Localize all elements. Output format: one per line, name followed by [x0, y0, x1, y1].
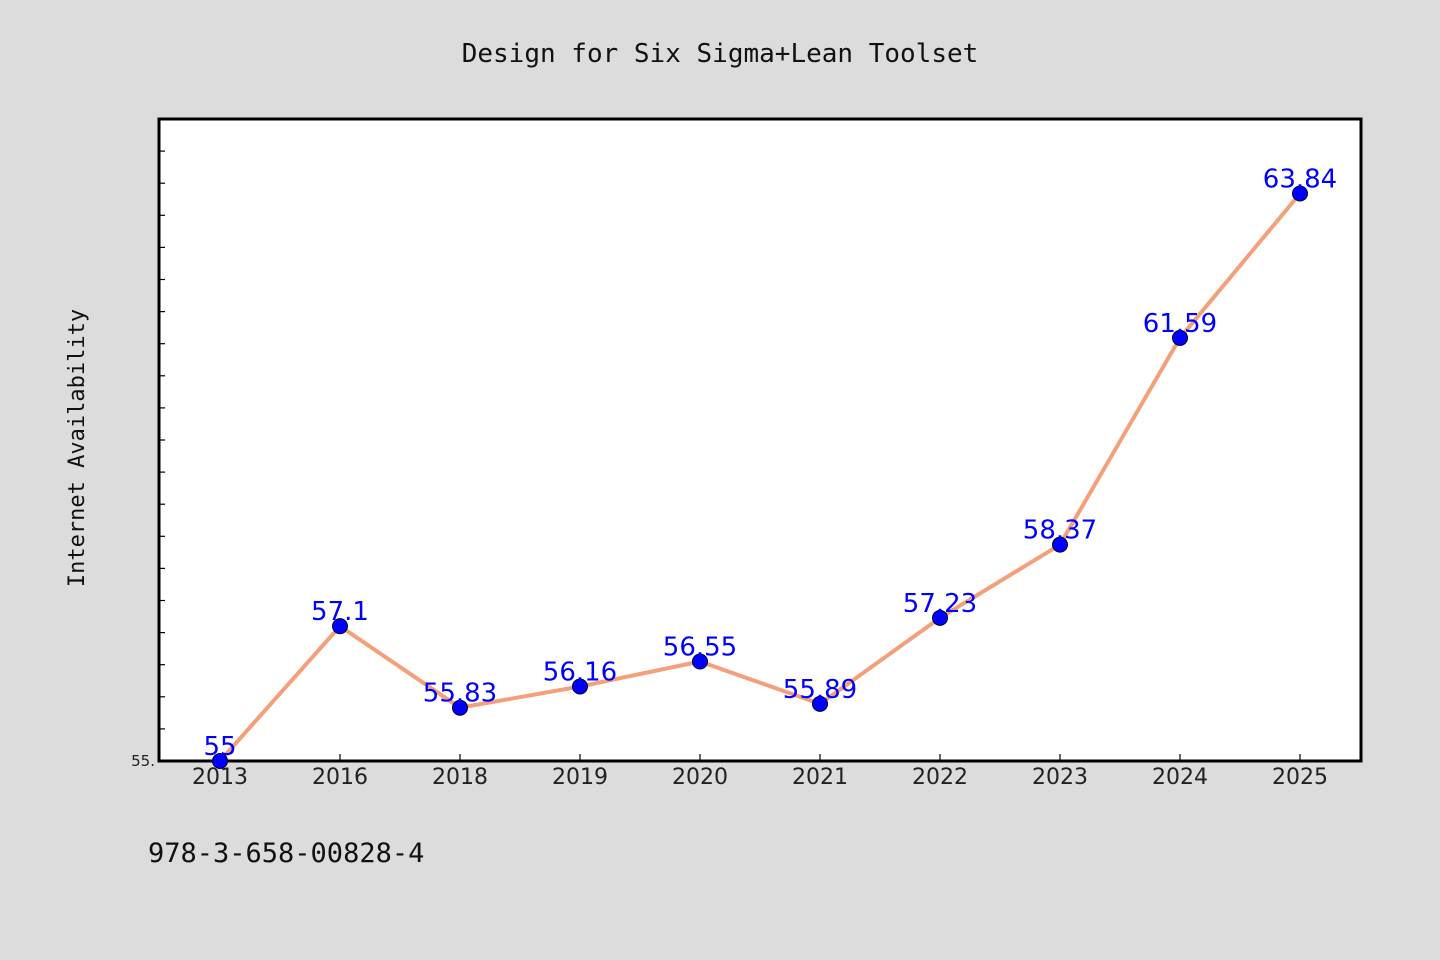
- x-tick-label: 2020: [672, 765, 728, 790]
- data-point-marker: [1052, 536, 1068, 553]
- y-axis-ticks: 55.: [131, 150, 165, 770]
- data-label: 57.1: [311, 597, 369, 627]
- x-tick-label: 2013: [192, 765, 248, 790]
- data-point-marker: [812, 695, 828, 712]
- x-tick-label: 2019: [552, 765, 608, 790]
- x-tick-label: 2022: [912, 765, 968, 790]
- x-tick-label: 2023: [1032, 765, 1088, 790]
- x-tick-label: 2016: [312, 765, 368, 790]
- data-label: 55: [203, 732, 236, 762]
- data-label: 61.59: [1143, 309, 1217, 339]
- x-tick-label: 2025: [1272, 765, 1328, 790]
- data-point-marker: [572, 678, 588, 695]
- data-label: 55.89: [783, 675, 857, 705]
- data-label: 56.16: [543, 658, 617, 688]
- x-axis-ticks: 2013 2016 2018 2019 2020 2021 2022 2023 2024 2025: [192, 754, 1328, 790]
- data-point-marker: [332, 618, 348, 635]
- x-tick-label: 2021: [792, 765, 848, 790]
- marker-layer: [212, 185, 1308, 769]
- data-point-marker: [212, 753, 228, 769]
- series-line: [218, 191, 1302, 763]
- y-tick-label: 55.: [131, 752, 155, 770]
- data-label: 55.83: [423, 679, 497, 709]
- plot-area: [157, 117, 1363, 763]
- data-point-marker: [452, 699, 468, 716]
- data-point-marker: [1172, 329, 1188, 346]
- data-label-layer: 55 57.1 55.83 56.16 56.55 55.89 57.23 58.37 61.5…: [203, 164, 1337, 762]
- chart-title: Design for Six Sigma+Lean Toolset: [462, 39, 979, 69]
- data-label: 57.23: [903, 589, 977, 619]
- x-tick-label: 2024: [1152, 765, 1208, 790]
- data-point-marker: [692, 653, 708, 670]
- data-label: 56.55: [663, 632, 737, 662]
- x-tick-label: 2018: [432, 765, 488, 790]
- series-layer: [218, 191, 1302, 763]
- data-label: 58.37: [1023, 516, 1097, 546]
- data-point-marker: [1292, 185, 1308, 202]
- footer-isbn: 978-3-658-00828-4: [148, 838, 424, 869]
- y-axis-label: Internet Availability: [65, 309, 90, 587]
- data-label: 63.84: [1263, 164, 1337, 194]
- data-point-marker: [932, 609, 948, 626]
